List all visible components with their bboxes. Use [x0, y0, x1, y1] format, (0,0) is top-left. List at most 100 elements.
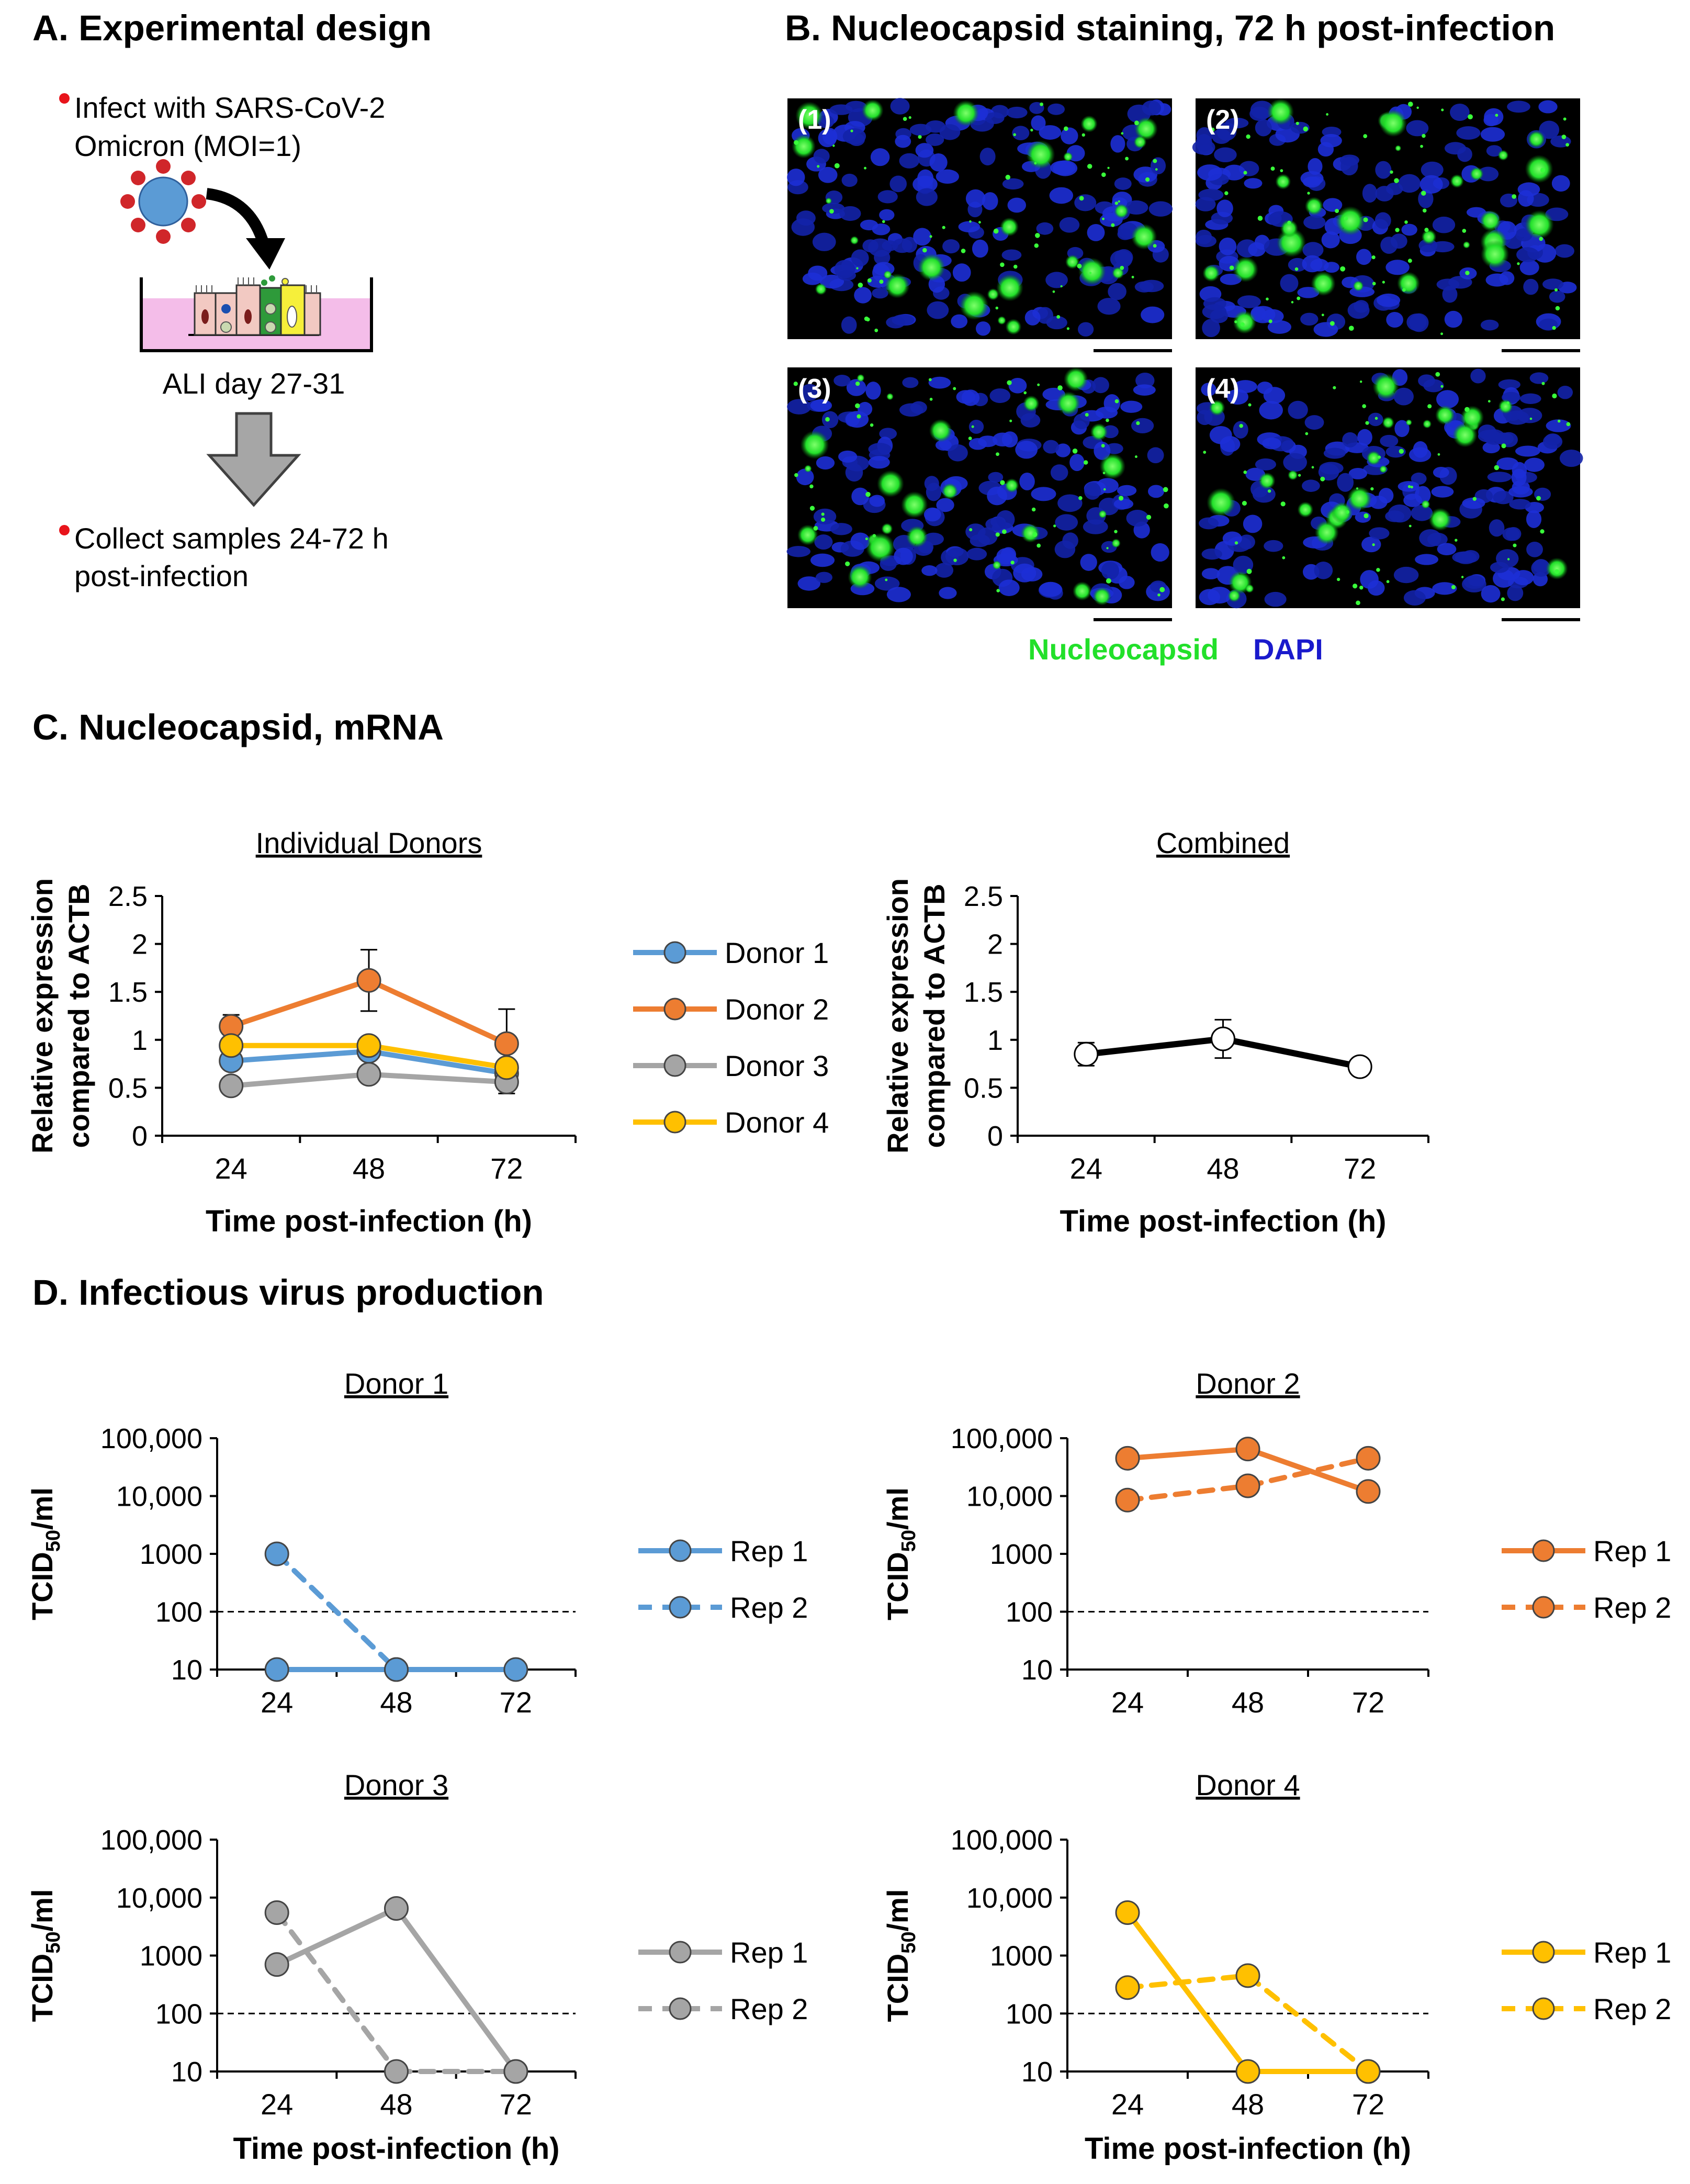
nucleus	[812, 232, 836, 251]
nucleocapsid-speck	[1356, 487, 1359, 490]
nucleus	[1024, 309, 1041, 326]
nucleus	[965, 189, 986, 208]
nucleus	[797, 576, 821, 591]
nucleocapsid-speck	[1102, 472, 1106, 475]
y-tick-label: 10,000	[116, 1481, 202, 1513]
nucleus	[1481, 585, 1501, 603]
nucleocapsid-speck	[1009, 419, 1012, 422]
nucleocapsid-speck	[1409, 524, 1412, 528]
legend-swatch-marker	[669, 1539, 692, 1562]
nucleus	[1197, 410, 1213, 425]
nucleocapsid-speck	[1462, 229, 1467, 233]
nucleocapsid-signal	[1462, 241, 1470, 249]
nucleus	[928, 376, 951, 389]
nucleus	[1073, 413, 1090, 429]
nucleus	[1546, 419, 1571, 432]
series-line	[393, 1906, 519, 2074]
nucleus	[1444, 310, 1462, 328]
nucleus	[1226, 389, 1248, 405]
x-tick-label: 48	[1232, 1686, 1264, 1719]
nucleocapsid-signal	[815, 283, 827, 295]
nucleocapsid-signal	[1304, 197, 1324, 216]
step1-line1: Infect with SARS-CoV-2	[74, 91, 385, 124]
series-line	[228, 978, 371, 1029]
x-axis-label: Time post-infection (h)	[1085, 2132, 1411, 2166]
nucleus	[1385, 510, 1405, 522]
series-line	[366, 1043, 510, 1070]
nucleus	[952, 263, 971, 282]
nucleus	[874, 576, 900, 591]
y-tick-label: 0.5	[964, 1072, 1003, 1104]
legend-swatch-marker	[663, 1054, 686, 1077]
nucleus	[1436, 390, 1459, 409]
nucleocapsid-speck	[1416, 106, 1419, 109]
x-tick-label: 24	[261, 2088, 293, 2121]
nucleocapsid-speck	[996, 589, 1000, 592]
x-tick-label: 72	[490, 1152, 523, 1185]
x-tick-label: 24	[1111, 1686, 1144, 1719]
legend-item: Rep 2	[1502, 1591, 1671, 1624]
legend-item: Rep 2	[638, 1992, 808, 2025]
nucleocapsid-speck	[1465, 271, 1470, 275]
nucleus	[1201, 548, 1223, 560]
nucleocapsid-speck	[856, 267, 859, 270]
nucleus	[1262, 438, 1281, 450]
nucleus	[868, 456, 890, 469]
nucleus	[1478, 166, 1499, 182]
nucleus	[850, 532, 870, 550]
nucleocapsid-speck	[1064, 126, 1068, 131]
nucleus	[902, 377, 919, 388]
nucleus	[929, 153, 948, 172]
x-tick-label: 48	[1232, 2088, 1264, 2121]
nucleus	[1141, 306, 1165, 323]
nucleocapsid-speck	[1566, 422, 1571, 427]
panel-b-title: B. Nucleocapsid staining, 72 h post-infe…	[785, 8, 1556, 48]
nucleus	[810, 553, 835, 567]
series-line	[1125, 1910, 1250, 2074]
nucleus	[968, 438, 987, 450]
nucleocapsid-signal	[1133, 135, 1147, 149]
nucleus	[923, 507, 941, 522]
nucleus	[1087, 223, 1105, 241]
nucleus	[1006, 106, 1028, 119]
nucleus	[934, 563, 954, 578]
legend-item: Rep 2	[638, 1591, 808, 1624]
nucleocapsid-signal	[1395, 145, 1402, 152]
nucleus	[1080, 554, 1097, 571]
nucleocapsid-signal	[987, 288, 999, 300]
nucleus	[1421, 161, 1444, 178]
nucleocapsid-speck	[821, 512, 825, 516]
legend-label: Rep 1	[1593, 1535, 1671, 1567]
chart-d-donor2: Donor 2 10 100 1000 10,000 100,000 24 48 72 TCID5…	[881, 1367, 1671, 1719]
chart-title: Donor 4	[1196, 1768, 1300, 1801]
nucleocapsid-signal	[1480, 240, 1509, 268]
nucleocapsid-speck	[1164, 503, 1169, 509]
nucleus	[1283, 453, 1308, 472]
nucleus	[924, 476, 939, 491]
nucleus	[1415, 486, 1431, 504]
nucleocapsid-speck	[1057, 385, 1063, 390]
nucleocapsid-speck	[1134, 120, 1139, 126]
nucleus	[842, 128, 866, 144]
x-tick-label: 24	[1070, 1152, 1102, 1185]
nucleocapsid-speck	[1134, 455, 1137, 458]
nucleocapsid-speck	[809, 506, 815, 511]
nucleus	[1478, 430, 1501, 443]
nucleocapsid-speck	[1427, 404, 1432, 409]
x-tick-label: 72	[1344, 1152, 1376, 1185]
legend-swatch-marker	[663, 998, 686, 1021]
nucleocapsid-speck	[1101, 444, 1105, 448]
nucleus	[1126, 509, 1149, 527]
charts-layer: Individual Donors 0 0.5 1 1.5 2 2.5 24 48 72 Time …	[26, 826, 1671, 2166]
nucleocapsid-speck	[1248, 403, 1252, 407]
nucleocapsid-speck	[1013, 264, 1018, 269]
nucleocapsid-signal	[1267, 98, 1294, 126]
nucleocapsid-speck	[1089, 272, 1092, 274]
chart-title: Donor 2	[1196, 1367, 1300, 1400]
data-point	[1235, 1473, 1260, 1498]
nucleus	[821, 411, 839, 429]
nucleus	[1135, 372, 1155, 389]
nucleus	[1401, 223, 1417, 236]
nucleus	[1148, 201, 1173, 217]
nucleocapsid-speck	[1557, 419, 1561, 423]
